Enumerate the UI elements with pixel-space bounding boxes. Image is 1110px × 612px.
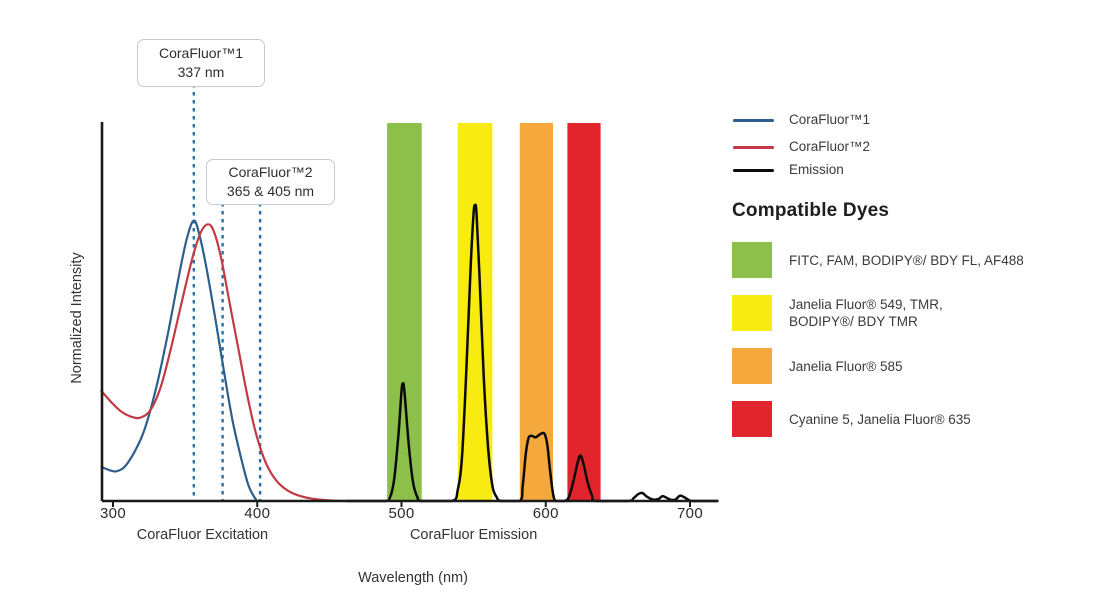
legend-label: Emission bbox=[789, 162, 844, 177]
dye-item-green: FITC, FAM, BODIPY®/ BDY FL, AF488 bbox=[732, 242, 1102, 278]
yellow-filter-swatch bbox=[732, 295, 772, 331]
dye-label: FITC, FAM, BODIPY®/ BDY FL, AF488 bbox=[789, 252, 1024, 269]
corafluor2-excitation-curve bbox=[100, 223, 348, 503]
dye-label-line: Janelia Fluor® 585 bbox=[789, 358, 903, 374]
compatible-dyes-panel: Compatible Dyes FITC, FAM, BODIPY®/ BDY … bbox=[732, 200, 1102, 454]
dye-label-line: FITC, FAM, BODIPY®/ BDY FL, AF488 bbox=[789, 252, 1024, 268]
legend-line-swatch bbox=[733, 145, 774, 149]
orange-filter-swatch bbox=[732, 348, 772, 384]
annotation-wavelength: 337 nm bbox=[177, 64, 225, 80]
dye-label-line: Janelia Fluor® 549, TMR, bbox=[789, 297, 943, 312]
legend-label: CoraFluor™1 bbox=[789, 112, 871, 127]
legend-item-emission: Emission bbox=[733, 161, 870, 179]
legend: CoraFluor™1 CoraFluor™2 Emission bbox=[733, 111, 870, 188]
compatible-dyes-heading: Compatible Dyes bbox=[732, 200, 890, 221]
corafluor1-excitation-curve bbox=[100, 219, 259, 503]
red-filter-band bbox=[567, 123, 601, 501]
dye-label: Janelia Fluor® 549, TMR, BODIPY®/ BDY TM… bbox=[789, 296, 943, 330]
annotation-wavelength: 365 & 405 nm bbox=[226, 183, 315, 199]
annotation-title: CoraFluor™1 bbox=[158, 45, 244, 61]
annotation-title: CoraFluor™2 bbox=[228, 164, 313, 180]
y-axis-label: Normalized Intensity bbox=[69, 252, 85, 384]
legend-label: CoraFluor™2 bbox=[789, 139, 871, 154]
x-axis-label: Wavelength (nm) bbox=[358, 570, 468, 586]
green-filter-band bbox=[387, 123, 422, 501]
annotation-box-corafluor2: CoraFluor™2 365 & 405 nm bbox=[206, 159, 335, 205]
dye-label: Janelia Fluor® 585 bbox=[789, 358, 903, 375]
dye-label: Cyanine 5, Janelia Fluor® 635 bbox=[789, 411, 971, 428]
dye-label-line: Cyanine 5, Janelia Fluor® 635 bbox=[789, 411, 971, 427]
annotation-box-corafluor1: CoraFluor™1 337 nm bbox=[137, 39, 265, 87]
legend-line-swatch bbox=[733, 118, 774, 122]
legend-item-corafluor2: CoraFluor™2 bbox=[733, 138, 870, 156]
dye-item-red: Cyanine 5, Janelia Fluor® 635 bbox=[732, 401, 1102, 437]
green-filter-swatch bbox=[732, 242, 772, 278]
legend-item-corafluor1: CoraFluor™1 bbox=[733, 111, 870, 129]
dye-item-yellow: Janelia Fluor® 549, TMR, BODIPY®/ BDY TM… bbox=[732, 295, 1102, 331]
spectra-chart bbox=[100, 84, 719, 507]
dye-item-orange: Janelia Fluor® 585 bbox=[732, 348, 1102, 384]
legend-line-swatch bbox=[733, 168, 774, 172]
dye-label-line: BODIPY®/ BDY TMR bbox=[789, 314, 918, 329]
x-axis-section-emission: CoraFluor Emission bbox=[409, 527, 538, 543]
red-filter-swatch bbox=[732, 401, 772, 437]
x-axis-section-excitation: CoraFluor Excitation bbox=[136, 527, 269, 543]
